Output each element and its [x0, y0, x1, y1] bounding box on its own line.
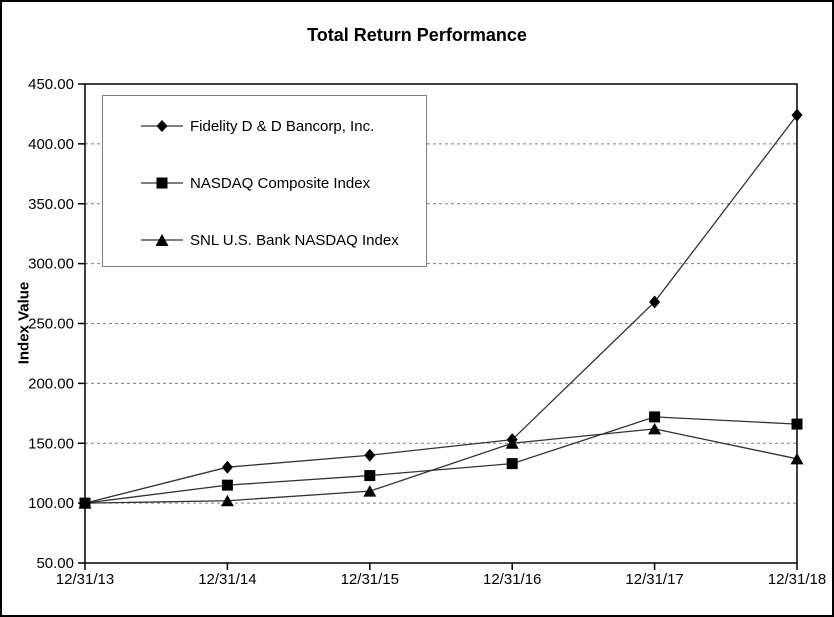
- square-marker-icon: [141, 177, 183, 189]
- diamond-marker-icon: [141, 120, 183, 132]
- data-point-marker: [791, 418, 803, 430]
- y-tick-label: 400.00: [28, 136, 74, 153]
- x-tick-label: 12/31/16: [483, 571, 541, 588]
- data-point-marker: [506, 458, 518, 470]
- legend-item-snl: SNL U.S. Bank NASDAQ Index: [141, 225, 399, 255]
- data-point-marker: [221, 460, 233, 474]
- x-tick-label: 12/31/14: [198, 571, 256, 588]
- y-tick-label: 350.00: [28, 196, 74, 213]
- legend-label-snl: SNL U.S. Bank NASDAQ Index: [190, 231, 399, 249]
- series-line: [84, 114, 798, 504]
- x-tick-label: 12/31/13: [56, 571, 114, 588]
- data-point-marker: [220, 494, 234, 507]
- y-tick-label: 450.00: [28, 76, 74, 93]
- data-point-marker: [506, 433, 518, 447]
- legend-item-nasdaq: NASDAQ Composite Index: [141, 168, 370, 198]
- data-point-marker: [364, 448, 376, 462]
- y-tick-label: 150.00: [28, 435, 74, 452]
- data-point-marker: [649, 411, 661, 423]
- triangle-marker-icon: [141, 234, 183, 246]
- series-line: [84, 428, 798, 504]
- series-line: [84, 416, 798, 504]
- x-tick-label: 12/31/15: [341, 571, 399, 588]
- legend-label-fidelity: Fidelity D & D Bancorp, Inc.: [190, 117, 375, 135]
- data-point-marker: [221, 479, 233, 491]
- data-point-marker: [648, 422, 662, 435]
- data-point-marker: [364, 470, 376, 482]
- x-tick-label: 12/31/18: [768, 571, 826, 588]
- legend-item-fidelity: Fidelity D & D Bancorp, Inc.: [141, 111, 374, 141]
- legend-label-nasdaq: NASDAQ Composite Index: [190, 174, 371, 192]
- y-tick-label: 50.00: [36, 555, 74, 572]
- data-point-marker: [791, 108, 803, 122]
- data-point-marker: [649, 295, 661, 309]
- y-tick-label: 200.00: [28, 375, 74, 392]
- y-tick-label: 250.00: [28, 316, 74, 333]
- data-point-marker: [79, 496, 91, 510]
- data-point-marker: [363, 485, 377, 497]
- data-point-marker: [790, 452, 804, 465]
- legend: Fidelity D & D Bancorp, Inc. NASDAQ Comp…: [102, 95, 427, 267]
- y-tick-label: 100.00: [28, 495, 74, 512]
- chart-title: Total Return Performance: [307, 25, 527, 45]
- y-tick-label: 300.00: [28, 256, 74, 273]
- x-tick-label: 12/31/17: [625, 571, 683, 588]
